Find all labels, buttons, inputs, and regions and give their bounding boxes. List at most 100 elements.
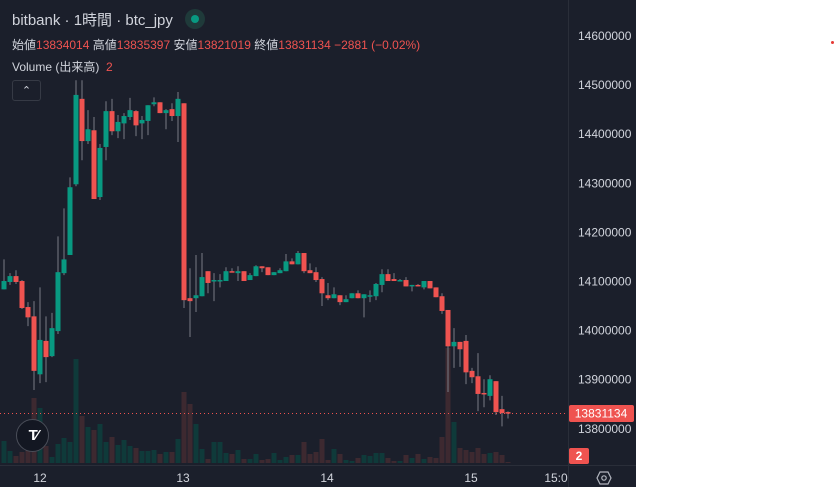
volume-bar (199, 449, 205, 463)
volume-bars (1, 348, 511, 463)
volume-bar (217, 442, 223, 463)
time-tick-label: 14 (320, 471, 334, 485)
low-value: 13821019 (197, 38, 251, 52)
volume-bar (343, 460, 349, 463)
volume-bar (421, 459, 427, 463)
volume-bar (67, 442, 73, 463)
volume-value: 2 (106, 60, 113, 74)
volume-bar (391, 461, 397, 463)
volume-bar (235, 450, 241, 463)
close-label: 終値 (254, 38, 279, 52)
volume-bar (493, 452, 499, 463)
volume-bar (103, 442, 109, 463)
volume-bar (265, 459, 271, 463)
volume-bar (211, 442, 217, 463)
candle-up (175, 98, 181, 117)
candle-down (403, 280, 409, 287)
candle-up (139, 119, 145, 124)
candle-up (7, 276, 13, 282)
volume-bar (163, 452, 169, 463)
live-dot-icon (184, 9, 205, 30)
price-tick-label: 14300000 (578, 176, 632, 190)
volume-bar (55, 444, 61, 463)
collapse-legend-button[interactable]: ⌃ (12, 80, 41, 101)
price-tick-label: 14100000 (578, 275, 632, 289)
volume-bar (7, 451, 13, 463)
candle-up (55, 272, 61, 332)
volume-bar (13, 456, 19, 463)
candle-up (97, 147, 103, 198)
price-tick-label: 14400000 (578, 127, 632, 141)
volume-bar (313, 452, 319, 463)
settings-hexagon-icon[interactable] (596, 470, 612, 486)
price-tick-label: 14000000 (578, 324, 632, 338)
volume-bar (445, 348, 451, 463)
volume-legend[interactable]: Volume (出来高) 2 (12, 58, 113, 75)
open-label: 始値 (12, 38, 37, 52)
volume-bar (181, 392, 187, 463)
volume-bar (481, 454, 487, 463)
price-tick-label: 13800000 (578, 422, 632, 436)
candle-up (145, 105, 151, 121)
volume-bar (127, 446, 133, 463)
change-value: −2881 (−0.02%) (334, 38, 421, 52)
candle-down (391, 279, 397, 282)
candle-up (253, 266, 259, 277)
volume-bar (25, 449, 31, 463)
candle-up (73, 94, 79, 185)
price-tick-label: 13900000 (578, 373, 632, 387)
candle-down (241, 271, 247, 282)
low-label: 安値 (173, 38, 198, 52)
price-axis[interactable]: 14600000 14500000 14400000 14300000 14200000… (578, 29, 632, 436)
candle-up (115, 121, 121, 132)
volume-bar (499, 455, 505, 463)
current-price-badge (569, 405, 634, 423)
candle-down (385, 274, 391, 282)
candle-down (133, 111, 139, 126)
volume-bar (1, 441, 7, 463)
candle-up (223, 271, 229, 282)
candle-down (319, 279, 325, 294)
volume-bar (415, 454, 421, 463)
volume-bar (271, 453, 277, 463)
volume-bar (319, 439, 325, 463)
candle-down (355, 293, 361, 299)
candle-up (127, 110, 133, 118)
candle-up (163, 110, 169, 114)
candle-down (481, 392, 487, 395)
volume-bar (457, 448, 463, 463)
volume-bar (295, 455, 301, 463)
close-value: 13831134 (278, 38, 331, 52)
volume-bar (469, 452, 475, 463)
volume-bar (427, 457, 433, 463)
candle-up (247, 275, 253, 281)
chart-widget[interactable]: 14600000 14500000 14400000 14300000 14200000… (0, 0, 636, 487)
volume-bar (151, 450, 157, 463)
price-tick-label: 14200000 (578, 225, 632, 239)
candle-up (85, 129, 91, 142)
candle-up (349, 293, 355, 299)
volume-bar (223, 453, 229, 463)
candle-down (43, 340, 49, 358)
candle-down (187, 298, 193, 302)
volume-bar (505, 462, 511, 463)
candlestick-chart[interactable]: 14600000 14500000 14400000 14300000 14200000… (0, 0, 636, 487)
volume-bar (277, 460, 283, 463)
candle-down (79, 98, 85, 142)
volume-bar (373, 453, 379, 463)
candle-down (169, 109, 175, 117)
candle-up (421, 281, 427, 288)
chevron-up-icon: ⌃ (21, 85, 32, 97)
candle-down (259, 266, 265, 269)
volume-bar (409, 458, 415, 463)
volume-bar (463, 450, 469, 463)
volume-bar (115, 445, 121, 463)
candle-down (439, 296, 445, 311)
volume-bar (355, 458, 361, 463)
time-axis[interactable]: 12 13 14 15 15:0 (33, 471, 568, 485)
volume-bar (79, 416, 85, 463)
candle-down (289, 261, 295, 265)
candle-up (343, 299, 349, 303)
candle-down (433, 287, 439, 298)
tradingview-logo[interactable]: T⁄ (16, 419, 49, 452)
